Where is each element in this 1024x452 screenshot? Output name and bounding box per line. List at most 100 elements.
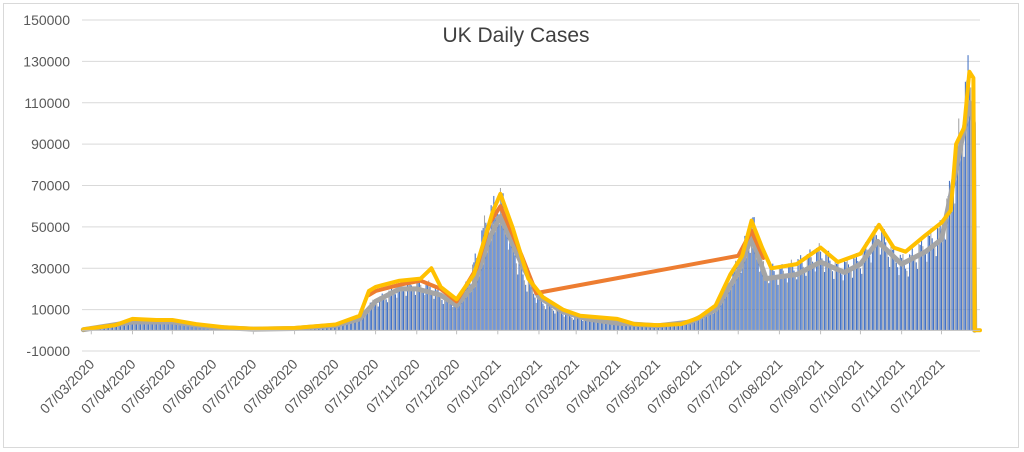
bar	[462, 287, 464, 331]
bar	[104, 327, 106, 331]
bar	[491, 206, 494, 331]
bar	[713, 306, 715, 331]
bar	[531, 288, 533, 331]
bar	[442, 303, 444, 331]
bar	[855, 253, 857, 331]
bar	[479, 262, 482, 331]
bar	[131, 321, 134, 331]
bar	[875, 235, 877, 331]
bar	[820, 251, 822, 331]
bar	[127, 321, 130, 331]
bar	[507, 249, 509, 331]
bar	[539, 296, 541, 331]
bar	[430, 290, 432, 331]
bar	[834, 260, 836, 331]
bar	[878, 242, 880, 331]
bar	[595, 318, 597, 331]
bar	[429, 286, 431, 331]
bar	[931, 238, 933, 331]
bar	[717, 301, 719, 331]
bar	[376, 304, 378, 331]
bar	[425, 281, 427, 331]
bar	[387, 302, 389, 331]
bar	[936, 226, 939, 331]
bar	[691, 321, 693, 331]
bar	[728, 282, 730, 331]
bar	[654, 326, 656, 331]
bar	[116, 325, 118, 331]
bar	[392, 291, 394, 331]
bar	[129, 321, 131, 331]
bar	[527, 278, 529, 331]
bar	[687, 321, 689, 331]
bar	[341, 322, 343, 331]
bar	[355, 319, 357, 331]
bar	[108, 327, 110, 331]
bar	[449, 301, 451, 331]
bar	[824, 271, 826, 331]
bar	[481, 230, 483, 331]
bar	[171, 323, 173, 331]
bar	[466, 284, 468, 331]
bar	[388, 290, 390, 331]
bar	[199, 326, 201, 331]
bar	[344, 321, 346, 331]
bar	[731, 286, 733, 331]
bar	[321, 327, 323, 331]
bar	[857, 260, 859, 331]
bar	[400, 281, 402, 331]
y-tick-label: 150000	[23, 12, 70, 28]
gridlines	[82, 19, 980, 352]
bar	[390, 287, 393, 331]
bar	[853, 256, 855, 331]
bar	[865, 242, 867, 331]
bar	[503, 212, 505, 331]
bar	[337, 324, 339, 331]
bar	[712, 313, 714, 331]
bar	[883, 229, 885, 331]
bar	[502, 193, 504, 331]
bar	[158, 320, 160, 331]
bar	[850, 271, 852, 331]
bar	[406, 282, 408, 331]
bar	[833, 278, 835, 331]
bar	[671, 325, 673, 331]
bar	[893, 246, 895, 331]
bar	[675, 326, 677, 331]
bar	[470, 285, 472, 331]
bar	[515, 263, 517, 331]
bar	[689, 320, 691, 331]
bar	[460, 299, 462, 331]
bar	[433, 298, 435, 331]
bar	[534, 297, 536, 331]
bar	[580, 319, 583, 331]
bar	[114, 325, 116, 331]
bar	[441, 299, 443, 331]
bar	[879, 254, 881, 331]
y-tick-label: -10000	[26, 343, 70, 359]
bar	[895, 262, 897, 331]
bar	[776, 278, 778, 331]
bar	[797, 259, 799, 331]
bar	[197, 326, 199, 331]
bar	[592, 318, 594, 331]
bar	[746, 245, 749, 331]
bar	[404, 291, 406, 331]
bar	[558, 308, 560, 331]
bar	[772, 263, 774, 331]
chart: -10000 10000 30000 50000 70000 90000 110000 130…	[23, 12, 982, 417]
bar	[828, 250, 830, 331]
bar	[383, 296, 385, 331]
bar	[946, 198, 948, 331]
bar	[356, 319, 358, 331]
bar	[923, 250, 925, 331]
bar	[743, 245, 745, 331]
bar	[681, 324, 683, 331]
bar	[185, 324, 187, 331]
bar	[174, 321, 176, 331]
bar	[162, 322, 164, 331]
bar	[537, 294, 539, 331]
bar	[628, 325, 630, 331]
bar	[186, 323, 188, 331]
bar	[810, 257, 812, 331]
